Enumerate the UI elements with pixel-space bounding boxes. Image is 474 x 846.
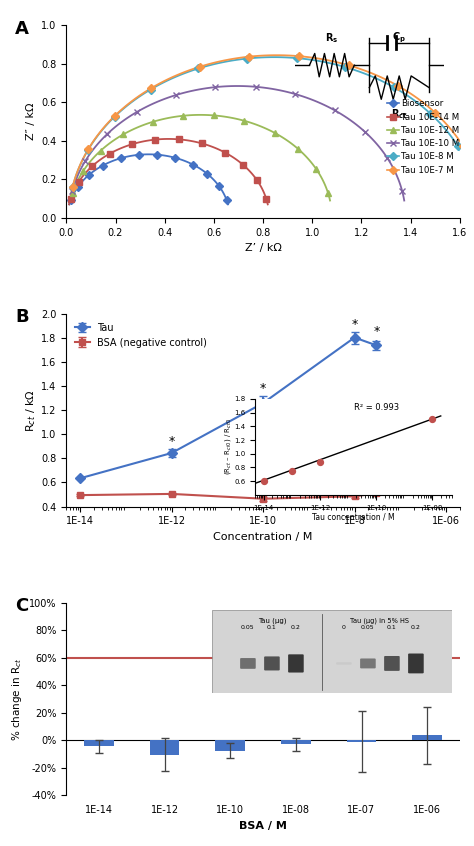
Y-axis label: % change in R$_{ct}$: % change in R$_{ct}$ (9, 657, 24, 741)
Legend: Biosensor, Tau 10E-14 M, Tau 10E-12 M, Tau 10E-10 M, Tau 10E-8 M, Tau 10E-7 M: Biosensor, Tau 10E-14 M, Tau 10E-12 M, T… (386, 99, 459, 175)
X-axis label: Concentration / M: Concentration / M (213, 532, 313, 541)
Bar (216, 740, 245, 750)
X-axis label: BSA / M: BSA / M (239, 821, 287, 831)
Y-axis label: R$_{ct}$ / kΩ: R$_{ct}$ / kΩ (25, 389, 38, 431)
Text: *: * (168, 435, 175, 448)
Bar (281, 740, 310, 744)
Text: C: C (15, 597, 28, 615)
Bar (84, 740, 114, 746)
Y-axis label: Z″ / kΩ: Z″ / kΩ (26, 103, 36, 140)
Legend: Tau, BSA (negative control): Tau, BSA (negative control) (71, 319, 211, 352)
Text: B: B (15, 308, 29, 327)
Text: A: A (15, 19, 29, 37)
Text: *: * (351, 318, 358, 331)
Text: *: * (260, 382, 266, 395)
X-axis label: Z’ / kΩ: Z’ / kΩ (245, 243, 282, 253)
Bar (347, 740, 376, 742)
Text: *: * (373, 325, 380, 338)
Bar (150, 740, 179, 755)
Bar (412, 735, 442, 740)
